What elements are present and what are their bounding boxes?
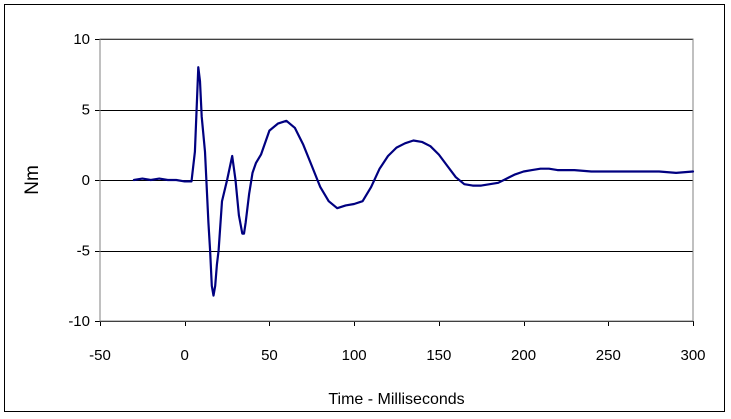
y-tick-label: -10 bbox=[68, 313, 90, 330]
y-tick-labels: -10 -5 0 5 10 bbox=[68, 31, 90, 330]
series-line bbox=[132, 66, 695, 297]
y-tick-label: -5 bbox=[77, 243, 90, 260]
x-tick-label: 100 bbox=[342, 347, 367, 364]
chart-frame bbox=[4, 4, 725, 412]
x-tick-label: 0 bbox=[181, 347, 189, 364]
y-tick-label: 10 bbox=[73, 31, 90, 48]
x-tick-label: 250 bbox=[596, 347, 621, 364]
x-tick-label: 200 bbox=[511, 347, 536, 364]
y-tick-label: 5 bbox=[82, 102, 90, 119]
grid-layer bbox=[95, 39, 694, 326]
series-layer bbox=[132, 66, 695, 297]
y-tick-label: 0 bbox=[82, 172, 90, 189]
x-tick-label: 50 bbox=[261, 347, 278, 364]
x-tick-label: 300 bbox=[680, 347, 705, 364]
plot-area bbox=[99, 38, 694, 322]
x-tick-label: 150 bbox=[426, 347, 451, 364]
x-axis-title: Time - Milliseconds bbox=[328, 391, 464, 408]
y-axis-title: Nm bbox=[22, 165, 43, 195]
x-tick-label: -50 bbox=[89, 347, 111, 364]
x-tick-labels: -50 0 50 100 150 200 250 300 bbox=[89, 347, 705, 364]
